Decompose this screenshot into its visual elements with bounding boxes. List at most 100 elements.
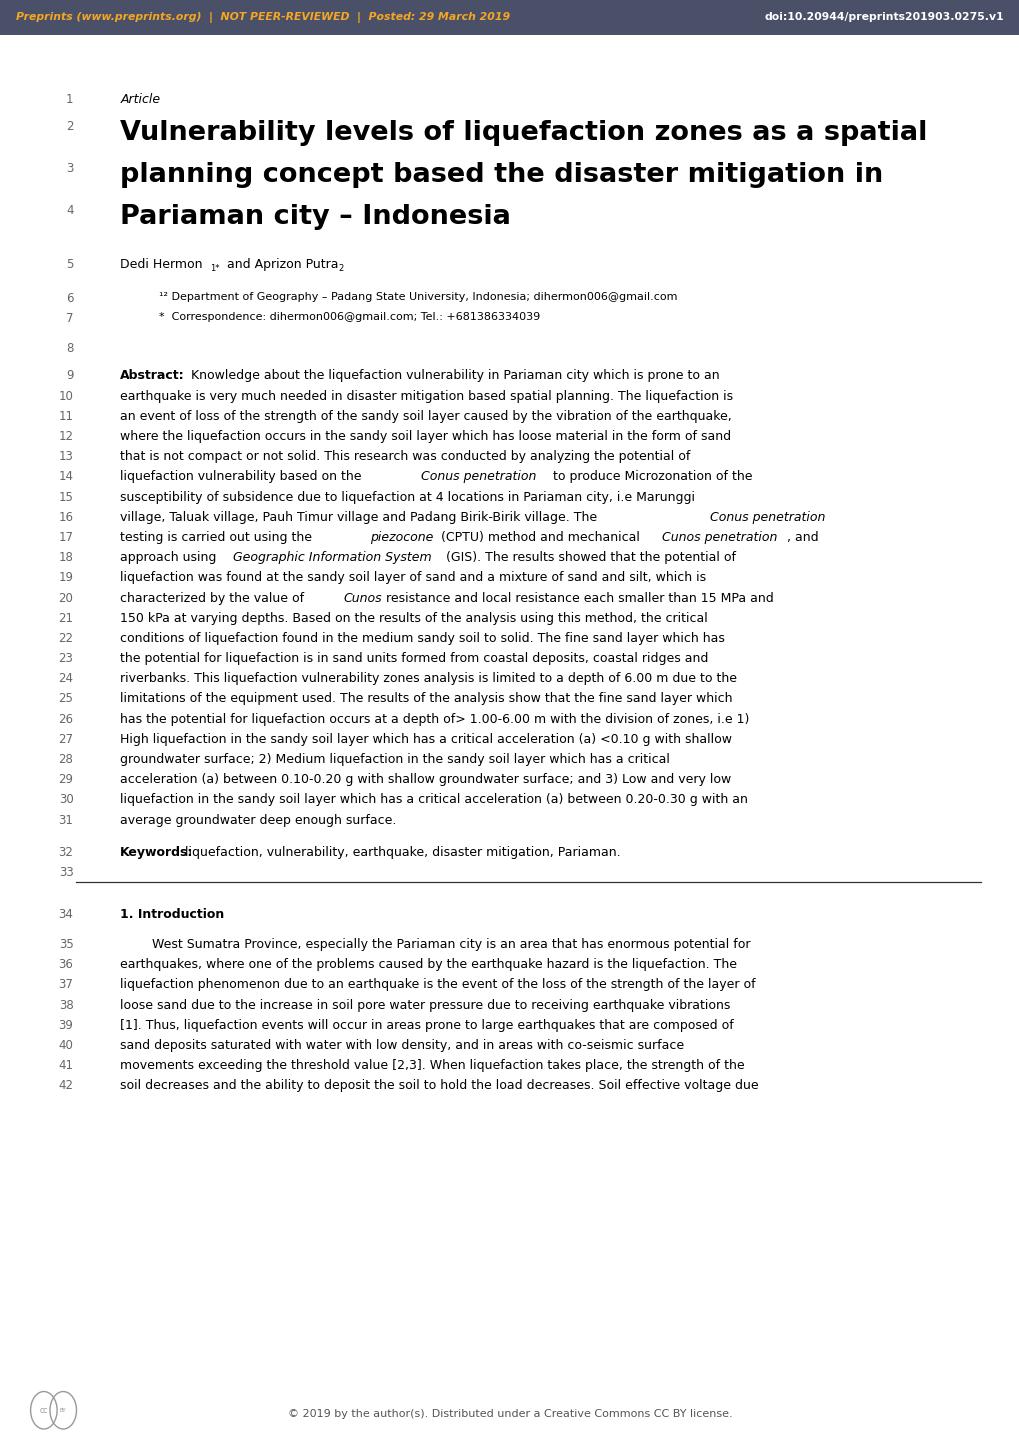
Text: resistance and local resistance each smaller than 15 MPa and: resistance and local resistance each sma… (382, 591, 773, 604)
Text: 150 kPa at varying depths. Based on the results of the analysis using this metho: 150 kPa at varying depths. Based on the … (120, 611, 707, 624)
Text: 26: 26 (58, 712, 73, 725)
Text: 25: 25 (58, 692, 73, 705)
Text: 2: 2 (66, 120, 73, 133)
Text: 41: 41 (58, 1058, 73, 1073)
Text: 17: 17 (58, 531, 73, 544)
Text: Conus penetration: Conus penetration (421, 470, 536, 483)
Text: (GIS). The results showed that the potential of: (GIS). The results showed that the poten… (442, 551, 736, 564)
Text: Cunos: Cunos (342, 591, 381, 604)
Text: 31: 31 (58, 813, 73, 826)
Text: (CPTU) method and mechanical: (CPTU) method and mechanical (436, 531, 643, 544)
Text: to produce Microzonation of the: to produce Microzonation of the (548, 470, 752, 483)
Text: groundwater surface; 2) Medium liquefaction in the sandy soil layer which has a : groundwater surface; 2) Medium liquefact… (120, 753, 669, 766)
Text: soil decreases and the ability to deposit the soil to hold the load decreases. S: soil decreases and the ability to deposi… (120, 1079, 758, 1093)
Text: 37: 37 (58, 978, 73, 992)
Text: Abstract:: Abstract: (120, 369, 184, 382)
Text: 12: 12 (58, 430, 73, 443)
Text: 5: 5 (66, 258, 73, 271)
Text: Vulnerability levels of liquefaction zones as a spatial: Vulnerability levels of liquefaction zon… (120, 120, 927, 146)
Text: 40: 40 (58, 1038, 73, 1053)
Text: Pariaman city – Indonesia: Pariaman city – Indonesia (120, 203, 511, 229)
Text: 38: 38 (59, 998, 73, 1012)
Text: characterized by the value of: characterized by the value of (120, 591, 308, 604)
Bar (0, 0, 1019, 35)
Text: 1*: 1* (210, 264, 219, 273)
Text: ¹² Department of Geography – Padang State University, Indonesia; dihermon006@gma: ¹² Department of Geography – Padang Stat… (159, 291, 677, 301)
Text: and Aprizon Putra: and Aprizon Putra (223, 258, 338, 271)
Text: 24: 24 (58, 672, 73, 685)
Text: susceptibility of subsidence due to liquefaction at 4 locations in Pariaman city: susceptibility of subsidence due to liqu… (120, 490, 695, 503)
Text: liquefaction, vulnerability, earthquake, disaster mitigation, Pariaman.: liquefaction, vulnerability, earthquake,… (185, 846, 621, 859)
Text: where the liquefaction occurs in the sandy soil layer which has loose material i: where the liquefaction occurs in the san… (120, 430, 731, 443)
Text: 32: 32 (58, 846, 73, 859)
Text: 42: 42 (58, 1079, 73, 1093)
Text: 4: 4 (66, 203, 73, 216)
Text: has the potential for liquefaction occurs at a depth of> 1.00-6.00 m with the di: has the potential for liquefaction occur… (120, 712, 749, 725)
Text: 16: 16 (58, 510, 73, 523)
Text: 22: 22 (58, 632, 73, 645)
Text: 9: 9 (66, 369, 73, 382)
Text: doi:10.20944/preprints201903.0275.v1: doi:10.20944/preprints201903.0275.v1 (763, 13, 1003, 22)
Text: Knowledge about the liquefaction vulnerability in Pariaman city which is prone t: Knowledge about the liquefaction vulnera… (187, 369, 719, 382)
Text: 14: 14 (58, 470, 73, 483)
Text: 18: 18 (58, 551, 73, 564)
Text: 19: 19 (58, 571, 73, 584)
Text: Preprints (www.preprints.org)  |  NOT PEER-REVIEWED  |  Posted: 29 March 2019: Preprints (www.preprints.org) | NOT PEER… (16, 12, 510, 23)
Text: 7: 7 (66, 311, 73, 324)
Text: approach using: approach using (120, 551, 220, 564)
Text: 1: 1 (66, 92, 73, 107)
Text: the potential for liquefaction is in sand units formed from coastal deposits, co: the potential for liquefaction is in san… (120, 652, 708, 665)
Text: Dedi Hermon: Dedi Hermon (120, 258, 203, 271)
Text: liquefaction phenomenon due to an earthquake is the event of the loss of the str: liquefaction phenomenon due to an earthq… (120, 978, 755, 992)
Text: liquefaction in the sandy soil layer which has a critical acceleration (a) betwe: liquefaction in the sandy soil layer whi… (120, 793, 748, 806)
Text: 33: 33 (59, 867, 73, 880)
Text: 3: 3 (66, 162, 73, 174)
Text: testing is carried out using the: testing is carried out using the (120, 531, 316, 544)
Text: 11: 11 (58, 410, 73, 423)
Text: average groundwater deep enough surface.: average groundwater deep enough surface. (120, 813, 396, 826)
Text: movements exceeding the threshold value [2,3]. When liquefaction takes place, th: movements exceeding the threshold value … (120, 1058, 744, 1073)
Text: an event of loss of the strength of the sandy soil layer caused by the vibration: an event of loss of the strength of the … (120, 410, 732, 423)
Text: village, Taluak village, Pauh Timur village and Padang Birik-Birik village. The: village, Taluak village, Pauh Timur vill… (120, 510, 601, 523)
Text: earthquakes, where one of the problems caused by the earthquake hazard is the li: earthquakes, where one of the problems c… (120, 957, 737, 972)
Text: 35: 35 (59, 939, 73, 952)
Text: © 2019 by the author(s). Distributed under a Creative Commons CC BY license.: © 2019 by the author(s). Distributed und… (287, 1409, 732, 1419)
Text: 21: 21 (58, 611, 73, 624)
Text: 29: 29 (58, 773, 73, 786)
Text: 39: 39 (58, 1018, 73, 1032)
Text: Conus penetration: Conus penetration (710, 510, 825, 523)
Text: 23: 23 (58, 652, 73, 665)
Text: piezocone: piezocone (370, 531, 433, 544)
Text: , and: , and (787, 531, 818, 544)
Text: 10: 10 (58, 389, 73, 402)
Text: 6: 6 (66, 291, 73, 304)
Text: riverbanks. This liquefaction vulnerability zones analysis is limited to a depth: riverbanks. This liquefaction vulnerabil… (120, 672, 737, 685)
Text: cc: cc (40, 1406, 48, 1415)
Text: loose sand due to the increase in soil pore water pressure due to receiving eart: loose sand due to the increase in soil p… (120, 998, 730, 1012)
Text: 28: 28 (58, 753, 73, 766)
Text: Keywords:: Keywords: (120, 846, 194, 859)
Text: *  Correspondence: dihermon006@gmail.com; Tel.: +681386334039: * Correspondence: dihermon006@gmail.com;… (159, 311, 540, 322)
Text: 20: 20 (58, 591, 73, 604)
Text: Geographic Information System: Geographic Information System (232, 551, 431, 564)
Text: 1. Introduction: 1. Introduction (120, 908, 224, 921)
Text: planning concept based the disaster mitigation in: planning concept based the disaster miti… (120, 162, 882, 187)
Text: 2: 2 (338, 264, 343, 273)
Text: sand deposits saturated with water with low density, and in areas with co-seismi: sand deposits saturated with water with … (120, 1038, 684, 1053)
Text: earthquake is very much needed in disaster mitigation based spatial planning. Th: earthquake is very much needed in disast… (120, 389, 733, 402)
Text: 30: 30 (59, 793, 73, 806)
Text: 8: 8 (66, 343, 73, 356)
Text: High liquefaction in the sandy soil layer which has a critical acceleration (a) : High liquefaction in the sandy soil laye… (120, 733, 732, 746)
Text: 34: 34 (58, 908, 73, 921)
Text: Article: Article (120, 92, 160, 107)
Text: conditions of liquefaction found in the medium sandy soil to solid. The fine san: conditions of liquefaction found in the … (120, 632, 725, 645)
Text: 27: 27 (58, 733, 73, 746)
Text: limitations of the equipment used. The results of the analysis show that the fin: limitations of the equipment used. The r… (120, 692, 732, 705)
Text: liquefaction vulnerability based on the: liquefaction vulnerability based on the (120, 470, 366, 483)
Text: [1]. Thus, liquefaction events will occur in areas prone to large earthquakes th: [1]. Thus, liquefaction events will occu… (120, 1018, 734, 1032)
Text: 36: 36 (58, 957, 73, 972)
Text: acceleration (a) between 0.10-0.20 g with shallow groundwater surface; and 3) Lo: acceleration (a) between 0.10-0.20 g wit… (120, 773, 731, 786)
Text: Cunos penetration: Cunos penetration (662, 531, 777, 544)
Text: BY: BY (60, 1407, 66, 1413)
Text: that is not compact or not solid. This research was conducted by analyzing the p: that is not compact or not solid. This r… (120, 450, 690, 463)
